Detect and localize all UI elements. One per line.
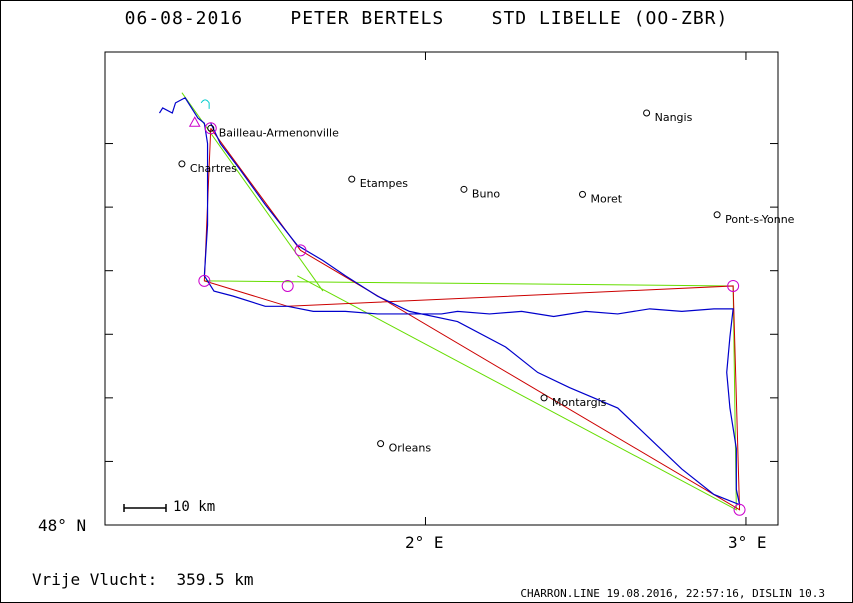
turnpoint-circle: [294, 244, 307, 257]
town-label: Chartres: [190, 162, 237, 175]
town-dot: [377, 440, 385, 448]
town-dot: [713, 211, 721, 219]
free-distance-text: Vrije Vlucht: 359.5 km: [32, 570, 254, 589]
town-dot: [643, 109, 651, 117]
town-marker: Chartres: [178, 160, 237, 175]
lat-axis-label: 48° N: [38, 516, 87, 535]
town-label: Nangis: [655, 111, 693, 124]
start-triangle: [188, 116, 201, 127]
scale-bar-label: 10 km: [173, 499, 216, 515]
turnpoint-circle: [733, 503, 746, 516]
scale-bar: [123, 504, 167, 512]
start-loop: [200, 99, 210, 109]
town-dot: [178, 160, 186, 168]
turnpoint-circle: [198, 274, 211, 287]
town-dot: [579, 190, 587, 198]
town-label: Etampes: [360, 177, 408, 190]
town-dot: [348, 175, 356, 183]
town-label: Moret: [591, 192, 623, 205]
town-marker: Orleans: [377, 440, 432, 455]
town-label: Bailleau-Armenonville: [219, 126, 339, 139]
lon-axis-label-3e: 3° E: [728, 533, 767, 552]
town-marker: Pont-s-Yonne: [713, 211, 795, 226]
town-marker: Etampes: [348, 175, 408, 190]
town-dot: [460, 185, 468, 193]
footer-info: CHARRON.LINE 19.08.2016, 22:57:16, DISLI…: [520, 587, 825, 600]
lon-axis-label-2e: 2° E: [405, 533, 444, 552]
town-label: Orleans: [389, 442, 432, 455]
town-label: Buno: [472, 187, 500, 200]
axis-ticks: [105, 52, 778, 526]
town-dot: [207, 124, 215, 132]
town-marker: Nangis: [643, 109, 693, 124]
page-title: 06-08-2016 PETER BERTELS STD LIBELLE (OO…: [124, 8, 729, 29]
plot-box: [104, 51, 779, 526]
town-marker: Moret: [579, 190, 623, 205]
town-label: Montargis: [552, 396, 607, 409]
turnpoint-circle: [727, 279, 740, 292]
town-marker: Montargis: [540, 394, 607, 409]
turnpoint-circle: [281, 279, 294, 292]
town-dot: [540, 394, 548, 402]
turnpoint-circle: [204, 122, 217, 135]
town-marker: Buno: [460, 185, 500, 200]
optimized-leg: [204, 275, 737, 511]
task-line: [203, 127, 741, 511]
town-label: Pont-s-Yonne: [725, 213, 795, 226]
gps-track: [158, 96, 741, 506]
town-marker: Bailleau-Armenonville: [207, 124, 339, 139]
